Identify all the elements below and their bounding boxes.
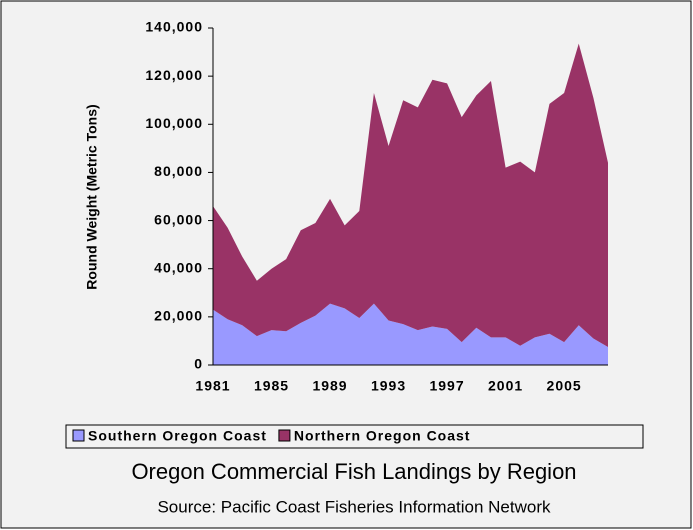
legend-label: Northern Oregon Coast — [294, 428, 471, 444]
y-tick-label: 0 — [194, 356, 203, 372]
y-tick-label: 20,000 — [154, 308, 203, 324]
x-tick-label: 1985 — [254, 378, 289, 394]
x-tick-label: 2001 — [488, 378, 523, 394]
y-tick-label: 40,000 — [154, 259, 203, 275]
legend-swatch — [72, 429, 85, 442]
area — [213, 43, 608, 347]
x-tick-label: 1997 — [429, 378, 464, 394]
y-tick-label: 80,000 — [154, 163, 203, 179]
y-axis-label: Round Weight (Metric Tons) — [84, 104, 100, 289]
legend-swatch — [278, 429, 291, 442]
legend-label: Southern Oregon Coast — [88, 428, 267, 444]
chart-subtitle: Source: Pacific Coast Fisheries Informat… — [157, 497, 551, 516]
area — [213, 303, 608, 365]
x-tick-label: 1989 — [312, 378, 347, 394]
y-tick-label: 120,000 — [145, 67, 203, 83]
y-tick-label: 60,000 — [154, 211, 203, 227]
chart-title: Oregon Commercial Fish Landings by Regio… — [131, 459, 576, 484]
x-tick-label: 1993 — [371, 378, 406, 394]
x-tick-label: 2005 — [547, 378, 582, 394]
x-tick-label: 1981 — [195, 378, 230, 394]
y-tick-label: 140,000 — [145, 19, 203, 35]
y-tick-label: 100,000 — [145, 115, 203, 131]
legend-box — [65, 424, 644, 449]
